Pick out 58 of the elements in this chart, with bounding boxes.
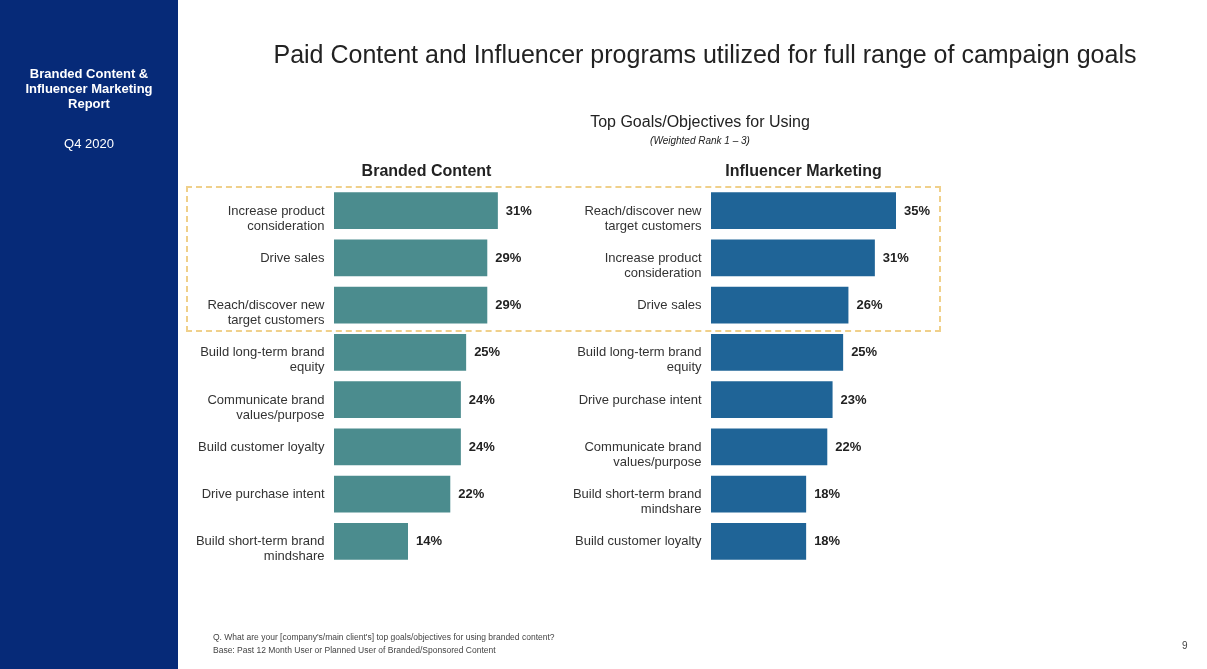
data-label: 23% <box>840 391 868 407</box>
data-label: 35% <box>904 202 931 218</box>
y-tick-label: Reach/discover new target customers <box>207 297 326 328</box>
data-label: 26% <box>856 297 883 313</box>
bar <box>334 286 488 324</box>
bar <box>711 286 849 324</box>
bar <box>711 333 844 371</box>
bar <box>711 428 828 466</box>
bar <box>711 522 807 560</box>
data-label: 14% <box>416 533 443 549</box>
text: 9 <box>1182 640 1188 651</box>
text: Branded Content & Influencer Marketing Report <box>24 66 154 111</box>
text: Q4 2020 <box>63 136 115 151</box>
data-label: 25% <box>851 344 878 360</box>
data-label: 29% <box>495 249 522 265</box>
bar <box>334 428 461 466</box>
y-tick-label: Build short-term brand mindshare <box>195 533 325 564</box>
y-tick-label: Build long-term brand equity <box>577 344 702 375</box>
text: (Weighted Rank 1 – 3) <box>649 135 751 146</box>
y-tick-label: Build customer loyalty <box>198 438 325 454</box>
chart-title: Branded Content <box>361 162 493 179</box>
y-tick-label: Drive purchase intent <box>201 486 325 502</box>
bar <box>334 522 408 560</box>
bar <box>711 239 875 277</box>
bar <box>711 381 833 419</box>
bar <box>334 333 467 371</box>
data-label: 24% <box>468 438 496 454</box>
y-tick-label: Increase product consideration <box>604 249 702 280</box>
text: Paid Content and Influencer programs utilized for full range of campaign goals <box>272 40 1138 69</box>
y-tick-label: Increase product consideration <box>227 202 325 233</box>
bar <box>334 475 451 513</box>
y-tick-label: Build long-term brand equity <box>200 344 325 375</box>
data-label: 18% <box>814 486 841 502</box>
data-label: 22% <box>835 438 862 454</box>
bar <box>711 475 807 513</box>
y-tick-label: Drive sales <box>637 297 702 313</box>
text: Top Goals/Objectives for Using <box>589 113 811 131</box>
data-label: 29% <box>495 297 522 313</box>
data-label: 18% <box>814 533 841 549</box>
bar <box>334 381 461 419</box>
bar <box>334 192 498 230</box>
y-tick-label: Drive sales <box>260 249 325 265</box>
y-tick-label: Build short-term brand mindshare <box>572 486 702 517</box>
bar <box>334 239 488 277</box>
data-label: 24% <box>468 391 496 407</box>
bar <box>711 192 896 230</box>
data-label: 31% <box>505 202 533 218</box>
y-tick-label: Communicate brand values/purpose <box>584 438 702 469</box>
y-tick-label: Drive purchase intent <box>578 391 702 407</box>
y-tick-label: Reach/discover new target customers <box>584 202 703 233</box>
y-tick-label: Communicate brand values/purpose <box>207 391 325 422</box>
text: Q. What are your [company's/main client's] top goals/objectives for using branded content? <box>213 632 555 642</box>
chart-title: Influencer Marketing <box>725 162 882 179</box>
data-label: 31% <box>882 249 910 265</box>
text: Base: Past 12 Month User or Planned User of Branded/Sponsored Content <box>213 645 496 655</box>
y-tick-label: Build customer loyalty <box>575 533 702 549</box>
data-label: 25% <box>474 344 501 360</box>
data-label: 22% <box>458 486 485 502</box>
